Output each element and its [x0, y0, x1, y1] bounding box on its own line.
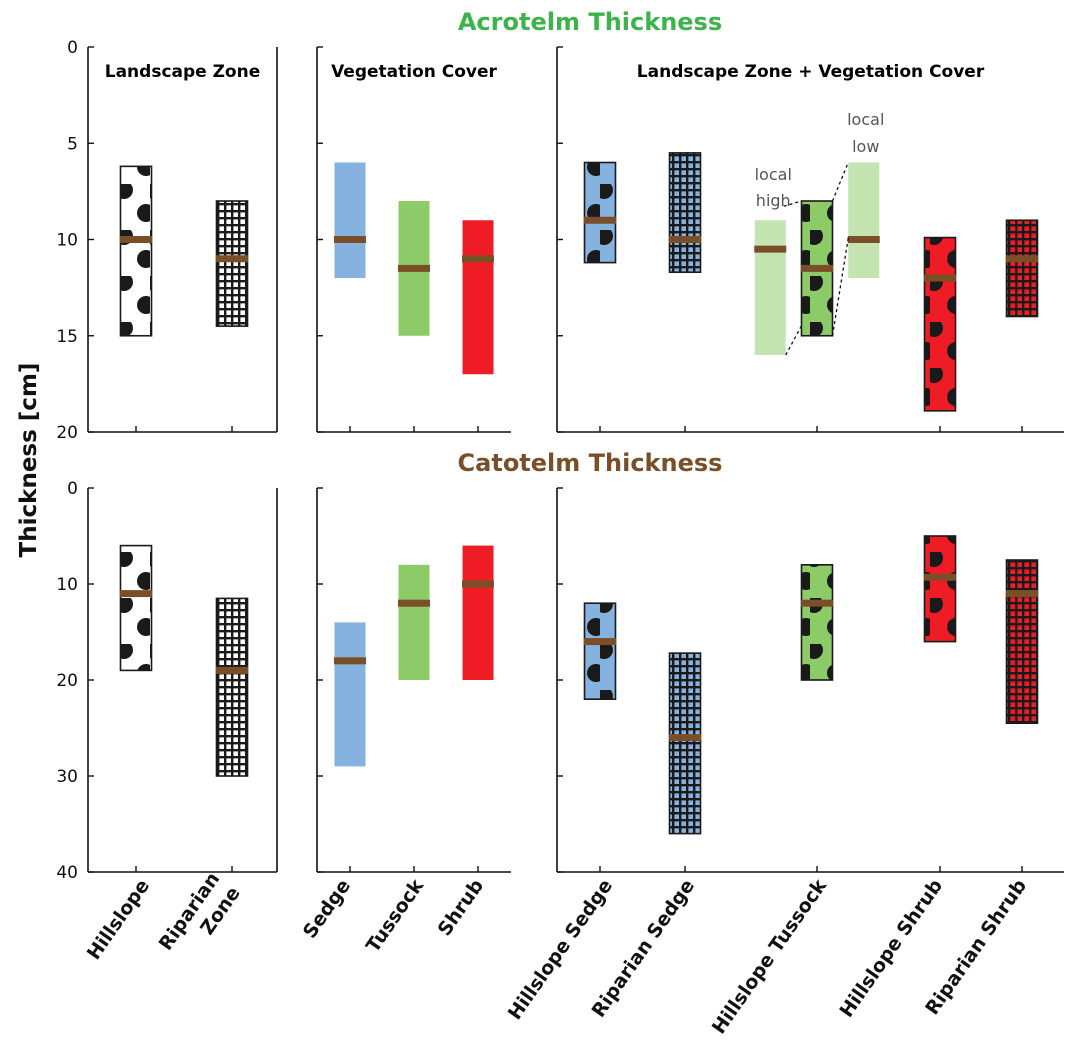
median-hillslope-tussock-local-high — [754, 245, 787, 253]
local-high-connector — [785, 325, 803, 356]
y-tick-label: 30 — [56, 767, 78, 787]
bar-hillslope-shrub — [923, 535, 957, 643]
bar-tussock — [398, 564, 430, 680]
annotation-local-low: local — [847, 110, 884, 129]
acrotelm-title: Acrotelm Thickness — [458, 8, 722, 36]
panel-title: Landscape Zone + Vegetation Cover — [637, 62, 985, 82]
median-hillslope-sedge — [584, 216, 616, 224]
median-hillslope — [120, 236, 152, 243]
annotation-local-low: low — [852, 137, 879, 156]
y-axis-label: Thickness [cm] — [16, 363, 42, 558]
x-label-sedge: Sedge — [299, 875, 355, 942]
bar-hillslope — [119, 165, 153, 337]
catotelm-panel-2 — [316, 487, 511, 873]
bar-hillslope-tussock — [800, 563, 834, 681]
bar-riparian-shrub — [1005, 219, 1039, 318]
bar-riparian-zone — [215, 597, 249, 777]
y-tick-label: 20 — [56, 671, 78, 691]
x-label-hillslope-tussock: Hillslope Tussock — [708, 875, 831, 1038]
y-tick-label: 0 — [67, 38, 78, 58]
acrotelm-panel-1: 0 5 10 15 20 Landscape Zone — [56, 38, 278, 443]
catotelm-title: Catotelm Thickness — [458, 449, 723, 477]
median-riparian-zone — [216, 666, 248, 674]
panel-title: Landscape Zone — [105, 62, 261, 82]
median-hillslope-shrub — [924, 274, 956, 282]
median-hillslope — [120, 590, 152, 598]
y-tick-label: 5 — [67, 134, 78, 154]
y-tick-label: 0 — [67, 479, 78, 499]
median-hillslope-sedge — [584, 638, 616, 646]
y-tick-label: 40 — [56, 863, 78, 883]
bar-hillslope-tussock-local-high — [754, 220, 786, 355]
x-label-tussock: Tussock — [362, 875, 428, 957]
median-riparian-sedge — [669, 236, 701, 243]
bar-riparian-sedge — [668, 152, 702, 274]
x-label-riparian-zone: RiparianZone — [155, 868, 245, 969]
median-sedge — [334, 657, 366, 665]
bar-riparian-shrub — [1005, 559, 1039, 724]
median-hillslope-tussock-local-low — [847, 236, 880, 243]
bar-hillslope-tussock-local-low — [848, 162, 880, 278]
panel-title: Vegetation Cover — [331, 62, 497, 82]
median-hillslope-tussock — [801, 599, 833, 607]
acrotelm-panel-3: Landscape Zone + Vegetation Cover local hi… — [556, 46, 1064, 433]
median-riparian-shrub — [1006, 255, 1038, 263]
bar-hillslope — [119, 544, 153, 672]
median-sedge — [334, 236, 366, 243]
y-tick-label: 10 — [56, 231, 78, 251]
x-label-hillslope: Hillslope — [83, 875, 154, 964]
bar-riparian-sedge — [668, 652, 702, 835]
local-low-connector — [831, 162, 849, 202]
bar-shrub — [462, 220, 494, 375]
median-riparian-zone — [216, 255, 248, 263]
bar-hillslope-sedge — [583, 161, 617, 264]
catotelm-panel-1: 0 10 20 30 40 — [56, 479, 278, 883]
median-tussock — [398, 264, 430, 272]
annotation-local-high: high — [756, 191, 791, 210]
y-tick-label: 10 — [56, 575, 78, 595]
bar-hillslope-sedge — [583, 602, 617, 701]
bar-hillslope-shrub — [923, 236, 957, 412]
annotation-local-high: local — [755, 165, 792, 184]
y-tick-label: 15 — [56, 327, 78, 347]
bar-shrub — [462, 545, 494, 680]
median-shrub — [462, 580, 494, 588]
bar-sedge — [334, 162, 366, 278]
median-hillslope-shrub — [924, 573, 956, 581]
bar-riparian-zone — [215, 200, 249, 327]
y-tick-label: 20 — [56, 423, 78, 443]
acrotelm-panel-2: Vegetation Cover — [316, 46, 511, 433]
catotelm-panel-3 — [556, 487, 1064, 873]
median-riparian-sedge — [669, 734, 701, 742]
local-low-connector — [831, 237, 849, 336]
median-shrub — [462, 255, 494, 263]
median-tussock — [398, 599, 430, 607]
median-riparian-shrub — [1006, 590, 1038, 598]
median-hillslope-tussock — [801, 264, 833, 272]
bar-sedge — [334, 622, 366, 767]
x-label-shrub: Shrub — [434, 875, 489, 940]
